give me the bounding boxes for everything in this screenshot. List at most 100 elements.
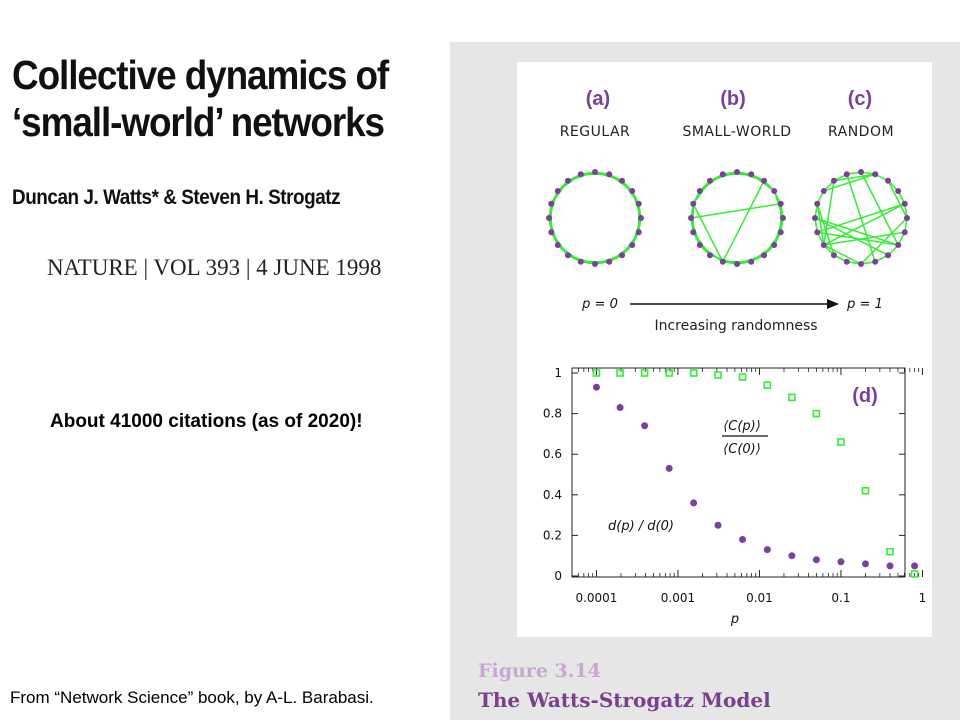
- network-node: [830, 177, 837, 184]
- network-edge: [833, 173, 876, 182]
- x-axis-ticks: 0.0001 0.001 0.01 0.1 1: [571, 368, 926, 605]
- network-node: [706, 252, 713, 259]
- network-node: [734, 169, 740, 175]
- pathlength-point: [641, 422, 649, 430]
- x-axis-label: p: [730, 612, 739, 627]
- paper-title-line1: Collective dynamics of: [12, 52, 389, 98]
- x-tick-label: 0.001: [661, 591, 695, 605]
- clustering-point: [886, 547, 894, 556]
- network-node: [696, 187, 703, 194]
- network-node: [564, 177, 571, 184]
- network-node: [771, 187, 778, 194]
- network-edge: [817, 231, 899, 246]
- network-node: [761, 252, 768, 259]
- arrow-p0-label: p = 0: [581, 297, 618, 312]
- x-tick-label: 0.1: [831, 591, 850, 605]
- panel-label-b: (b): [720, 88, 746, 110]
- network-node: [901, 229, 908, 236]
- y-tick-label: 0: [554, 569, 562, 583]
- panel-title-regular: REGULAR: [560, 124, 631, 140]
- network-node: [606, 171, 613, 178]
- y-tick-label: 0.2: [543, 528, 562, 542]
- figure-title: The Watts-Strogatz Model: [478, 688, 771, 712]
- y-tick-label: 1: [554, 366, 562, 380]
- pathlength-point: [837, 558, 845, 566]
- clustering-point: [665, 369, 673, 377]
- network-edge: [823, 203, 906, 246]
- network-node: [777, 200, 784, 207]
- pathlength-point: [861, 560, 869, 568]
- network-node: [635, 200, 642, 207]
- network-edge: [722, 180, 765, 263]
- network-node: [690, 229, 697, 236]
- clustering-point: [788, 393, 796, 402]
- network-node: [820, 187, 827, 194]
- network-node: [592, 261, 598, 267]
- network-node: [635, 229, 642, 236]
- network-node: [901, 200, 908, 207]
- network-node: [814, 229, 821, 236]
- network-node: [719, 258, 726, 265]
- panel-label-d: (d): [852, 385, 878, 407]
- network-edge: [692, 203, 724, 263]
- network-node: [619, 252, 626, 259]
- network-node: [577, 171, 584, 178]
- network-node: [719, 171, 726, 178]
- paper-title: Collective dynamics of ‘small-world’ net…: [12, 52, 389, 146]
- clustering-point: [640, 369, 649, 377]
- y-tick-label: 0.8: [543, 407, 562, 421]
- network-node: [734, 261, 740, 267]
- network-node: [548, 229, 555, 236]
- pathlength-point: [592, 383, 600, 391]
- panel-title-random: RANDOM: [828, 124, 894, 140]
- figure-number: Figure 3.14: [478, 660, 601, 682]
- network-node: [554, 187, 561, 194]
- network-node: [638, 215, 644, 221]
- panel-title-small-world: SMALL-WORLD: [682, 124, 791, 140]
- pathlength-point: [665, 464, 673, 472]
- network-node: [548, 200, 555, 207]
- pathlength-point: [812, 556, 820, 564]
- figure-svg: (a) (b) (c) REGULAR SMALL-WORLD RANDOM p…: [543, 88, 926, 627]
- network-node: [564, 252, 571, 259]
- network-node: [696, 242, 703, 249]
- network-node: [895, 242, 902, 249]
- network-edge: [823, 244, 862, 265]
- pathlength-point: [911, 562, 919, 570]
- randomness-arrow-head: [827, 299, 839, 309]
- network-node: [812, 215, 818, 221]
- pathlength-point: [763, 546, 771, 554]
- network-node: [858, 261, 864, 267]
- arrow-p1-label: p = 1: [846, 297, 883, 312]
- pathlength-point: [886, 562, 894, 570]
- network-edge: [846, 174, 876, 262]
- network-edge: [690, 203, 781, 219]
- clustering-point: [616, 369, 624, 377]
- arrow-caption: Increasing randomness: [654, 318, 817, 334]
- citation-count: About 41000 citations (as of 2020)!: [50, 411, 363, 432]
- network-node: [777, 229, 784, 236]
- clustering-point: [837, 438, 845, 446]
- small-world-network: [688, 169, 786, 267]
- clustering-series: [592, 369, 919, 578]
- y-tick-label: 0.6: [543, 447, 562, 461]
- paper-authors: Duncan J. Watts* & Steven H. Strogatz: [12, 186, 341, 209]
- clustering-series-label-num: ⟨C(p)⟩: [723, 419, 761, 434]
- paper-title-line2: ‘small-world’ networks: [12, 99, 385, 145]
- network-node: [554, 242, 561, 249]
- pathlength-point: [690, 499, 698, 507]
- network-edge: [823, 180, 835, 246]
- clustering-point: [763, 381, 772, 389]
- network-node: [606, 258, 613, 265]
- paper-journal: NATURE | VOL 393 | 4 JUNE 1998: [47, 255, 382, 280]
- clustering-series-label-den: ⟨C(0)⟩: [723, 442, 761, 457]
- network-node: [885, 177, 892, 184]
- panel-label-c: (c): [848, 88, 872, 110]
- network-node: [814, 200, 821, 207]
- network-edge: [814, 217, 899, 246]
- pathlength-point: [788, 552, 796, 560]
- pathlength-point: [714, 521, 722, 529]
- pathlength-series: [592, 383, 919, 570]
- clustering-pathlength-chart: 0.0001 0.001 0.01 0.1 1 0 0.2 0.4 0.6 0.8 1 (d) ⟨…: [543, 366, 926, 627]
- network-node: [771, 242, 778, 249]
